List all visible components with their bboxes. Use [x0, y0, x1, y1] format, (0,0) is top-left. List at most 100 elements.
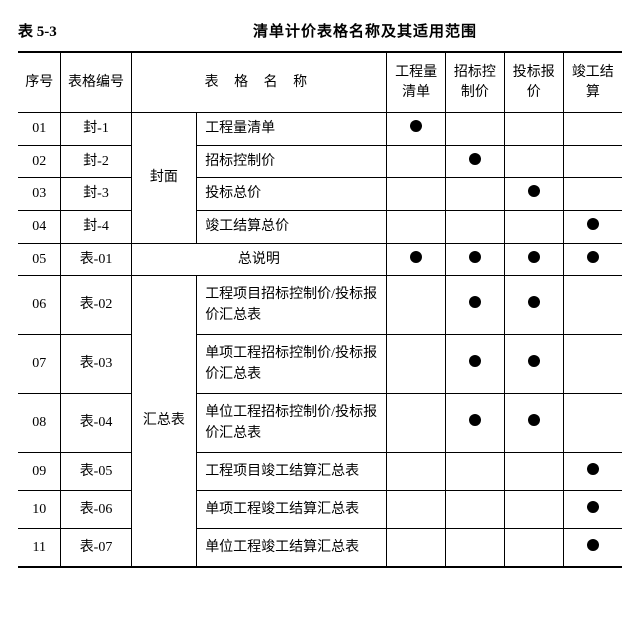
cell-name: 工程项目招标控制价/投标报价汇总表 [197, 276, 387, 335]
cell-dot [387, 335, 446, 394]
cell-group: 封面 [131, 113, 197, 243]
dot-icon [469, 153, 481, 165]
cell-group: 汇总表 [131, 276, 197, 568]
cell-dot [504, 276, 563, 335]
cell-name: 投标总价 [197, 178, 387, 211]
cell-code: 表-01 [61, 243, 131, 276]
cell-dot [504, 394, 563, 453]
cell-dot [387, 178, 446, 211]
cell-seq: 03 [18, 178, 61, 211]
cell-code: 封-2 [61, 145, 131, 178]
cell-dot [504, 178, 563, 211]
cell-dot [387, 243, 446, 276]
cell-dot [504, 145, 563, 178]
table-row: 03封-3 投标总价 [18, 178, 622, 211]
table-body: 01封-1封面工程量清单02封-2 招标控制价 03封-3 投标总价04封-4竣工结算… [18, 113, 622, 567]
cell-dot [387, 529, 446, 568]
cell-name: 工程项目竣工结算汇总表 [197, 453, 387, 491]
cell-code: 表-03 [61, 335, 131, 394]
table-row: 09表-05工程项目竣工结算汇总表 [18, 453, 622, 491]
dot-icon [469, 414, 481, 426]
cell-dot [387, 394, 446, 453]
cell-dot [446, 276, 505, 335]
cell-dot [387, 453, 446, 491]
cell-dot [563, 335, 622, 394]
header-c1: 工程量清单 [387, 52, 446, 113]
cell-dot [387, 145, 446, 178]
cell-dot [446, 113, 505, 146]
cell-name: 单位工程竣工结算汇总表 [197, 529, 387, 568]
cell-code: 封-1 [61, 113, 131, 146]
dot-icon [469, 355, 481, 367]
cell-dot [446, 453, 505, 491]
cell-name: 单项工程招标控制价/投标报价汇总表 [197, 335, 387, 394]
table-row: 04封-4竣工结算总价 [18, 210, 622, 243]
cell-dot [387, 113, 446, 146]
cell-dot [563, 243, 622, 276]
cell-dot [563, 529, 622, 568]
cell-dot [504, 113, 563, 146]
cell-code: 封-3 [61, 178, 131, 211]
cell-name: 招标控制价 [197, 145, 387, 178]
cell-seq: 06 [18, 276, 61, 335]
dot-icon [587, 501, 599, 513]
table-row: 11表-07 单位工程竣工结算汇总表 [18, 529, 622, 568]
dot-icon [528, 185, 540, 197]
cell-dot [446, 210, 505, 243]
table-row: 10表-06单项工程竣工结算汇总表 [18, 491, 622, 529]
cell-dot [446, 491, 505, 529]
cell-seq: 10 [18, 491, 61, 529]
cell-dot [387, 276, 446, 335]
cell-dot [446, 335, 505, 394]
dot-icon [587, 463, 599, 475]
cell-dot [563, 178, 622, 211]
cell-dot [563, 394, 622, 453]
cell-dot [563, 210, 622, 243]
dot-icon [528, 414, 540, 426]
cell-seq: 04 [18, 210, 61, 243]
cell-dot [387, 491, 446, 529]
dot-icon [469, 251, 481, 263]
cell-dot [446, 145, 505, 178]
cell-name: 工程量清单 [197, 113, 387, 146]
cell-name: 单项工程竣工结算汇总表 [197, 491, 387, 529]
header-row: 序号 表格编号 表 格 名 称 工程量清单 招标控制价 投标报价 竣工结算 [18, 52, 622, 113]
cell-dot [504, 243, 563, 276]
table-row: 01封-1封面工程量清单 [18, 113, 622, 146]
cell-code: 表-07 [61, 529, 131, 568]
dot-icon [528, 251, 540, 263]
dot-icon [587, 251, 599, 263]
cell-dot [563, 145, 622, 178]
dot-icon [469, 296, 481, 308]
table-row: 02封-2 招标控制价 [18, 145, 622, 178]
cell-dot [446, 243, 505, 276]
table-row: 07表-03 单项工程招标控制价/投标报价汇总表 [18, 335, 622, 394]
cell-seq: 02 [18, 145, 61, 178]
dot-icon [528, 355, 540, 367]
cell-code: 表-04 [61, 394, 131, 453]
cell-seq: 07 [18, 335, 61, 394]
title-row: 表 5-3 清单计价表格名称及其适用范围 [18, 20, 622, 41]
cell-dot [563, 276, 622, 335]
cell-dot [563, 113, 622, 146]
table-row: 05表-01总说明 [18, 243, 622, 276]
cell-code: 封-4 [61, 210, 131, 243]
cell-code: 表-02 [61, 276, 131, 335]
cell-seq: 08 [18, 394, 61, 453]
dot-icon [587, 218, 599, 230]
cell-seq: 11 [18, 529, 61, 568]
header-c3: 投标报价 [504, 52, 563, 113]
cell-dot [504, 335, 563, 394]
header-seq: 序号 [18, 52, 61, 113]
cell-dot [446, 178, 505, 211]
cell-dot [446, 529, 505, 568]
cell-code: 表-05 [61, 453, 131, 491]
header-name: 表 格 名 称 [131, 52, 387, 113]
table-label: 表 5-3 [18, 20, 108, 41]
cell-name: 总说明 [131, 243, 387, 276]
table-title: 清单计价表格名称及其适用范围 [108, 20, 622, 41]
pricing-table: 序号 表格编号 表 格 名 称 工程量清单 招标控制价 投标报价 竣工结算 01… [18, 51, 622, 568]
cell-dot [504, 491, 563, 529]
table-row: 06表-02汇总表工程项目招标控制价/投标报价汇总表 [18, 276, 622, 335]
dot-icon [410, 120, 422, 132]
